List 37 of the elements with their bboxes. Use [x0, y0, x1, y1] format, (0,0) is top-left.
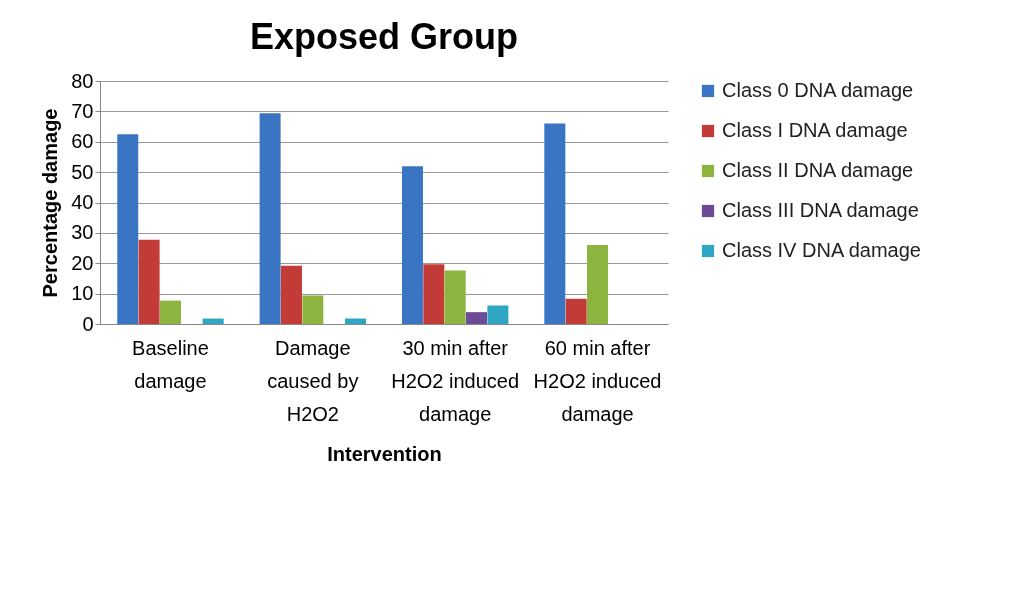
- bar: [259, 113, 281, 324]
- bar: [401, 166, 423, 324]
- legend-label: Class III DNA damage: [722, 199, 919, 221]
- y-tick-label: 50: [71, 160, 94, 183]
- legend-label: Class IV DNA damage: [722, 239, 921, 261]
- y-tick-label: 10: [71, 282, 94, 305]
- y-tick-label: 20: [71, 251, 94, 274]
- bar: [544, 123, 566, 324]
- bar: [423, 264, 445, 324]
- x-axis-title: Intervention: [327, 442, 442, 465]
- x-tick-label: 60 min after H2O2 induced damage: [533, 336, 662, 425]
- x-tick-label: 30 min after H2O2 induced damage: [391, 336, 520, 425]
- legend-label: Class I DNA damage: [722, 119, 908, 141]
- bar: [202, 318, 224, 324]
- legend-label: Class II DNA damage: [722, 159, 914, 181]
- y-tick-label: 60: [71, 130, 94, 153]
- bar: [117, 134, 139, 324]
- y-tick-label: 70: [71, 99, 94, 122]
- y-tick-label: 30: [71, 221, 94, 244]
- y-tick-label: 40: [71, 191, 94, 213]
- bar: [444, 270, 466, 324]
- bar: [587, 245, 609, 324]
- x-tick-label: Baseline damage: [132, 336, 209, 392]
- y-tick-label: 0: [82, 312, 94, 335]
- bar: [565, 298, 587, 324]
- bar: [138, 239, 160, 324]
- bar: [487, 305, 509, 324]
- bar: [280, 265, 302, 324]
- bar: [345, 318, 367, 324]
- y-tick-label: 80: [71, 69, 94, 92]
- bar: [302, 295, 324, 324]
- y-axis-title: Percentage damage: [39, 108, 62, 298]
- chart-title: Exposed Group: [249, 16, 519, 57]
- legend-label: Class 0 DNA damage: [722, 79, 914, 101]
- x-tick-label: Damage caused by H2O2: [267, 336, 359, 425]
- bar: [159, 300, 181, 324]
- bar: [466, 312, 488, 324]
